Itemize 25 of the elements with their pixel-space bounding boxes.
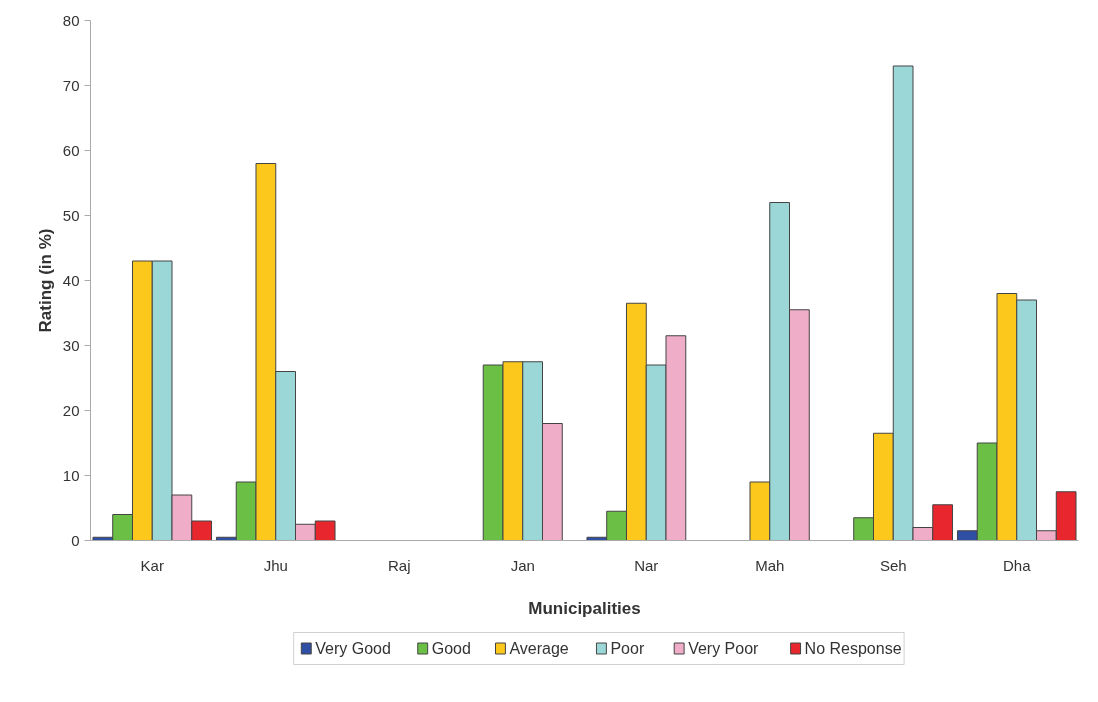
y-axis-title: Rating (in %) bbox=[35, 228, 55, 333]
y-tick-label: 70 bbox=[62, 76, 80, 94]
y-tick-label: 20 bbox=[62, 401, 80, 419]
x-tick-label: Kar bbox=[140, 556, 164, 574]
x-tick-label: Seh bbox=[879, 556, 907, 574]
x-tick-label: Dha bbox=[1002, 556, 1032, 574]
y-tick-label: 60 bbox=[62, 141, 80, 159]
y-tick-label: 30 bbox=[62, 336, 80, 354]
legend-label: Very Good bbox=[315, 640, 391, 657]
x-tick-label: Jan bbox=[510, 556, 535, 574]
x-axis-title: Municipalities bbox=[528, 598, 641, 618]
legend-label: Average bbox=[509, 640, 569, 657]
y-tick-label: 50 bbox=[62, 206, 80, 224]
y-tick-label: 80 bbox=[62, 11, 80, 29]
legend-label: Poor bbox=[610, 640, 645, 657]
x-tick-label: Mah bbox=[755, 556, 785, 574]
legend-label: Good bbox=[431, 640, 471, 657]
legend-label: No Response bbox=[804, 640, 902, 657]
legend-label: Very Poor bbox=[688, 640, 760, 657]
x-tick-label: Raj bbox=[388, 556, 411, 574]
x-tick-label: Jhu bbox=[263, 556, 288, 574]
y-tick-label: 10 bbox=[62, 466, 80, 484]
y-tick-label: 0 bbox=[71, 531, 80, 549]
y-tick-label: 40 bbox=[62, 271, 80, 289]
x-tick-label: Nar bbox=[634, 556, 659, 574]
